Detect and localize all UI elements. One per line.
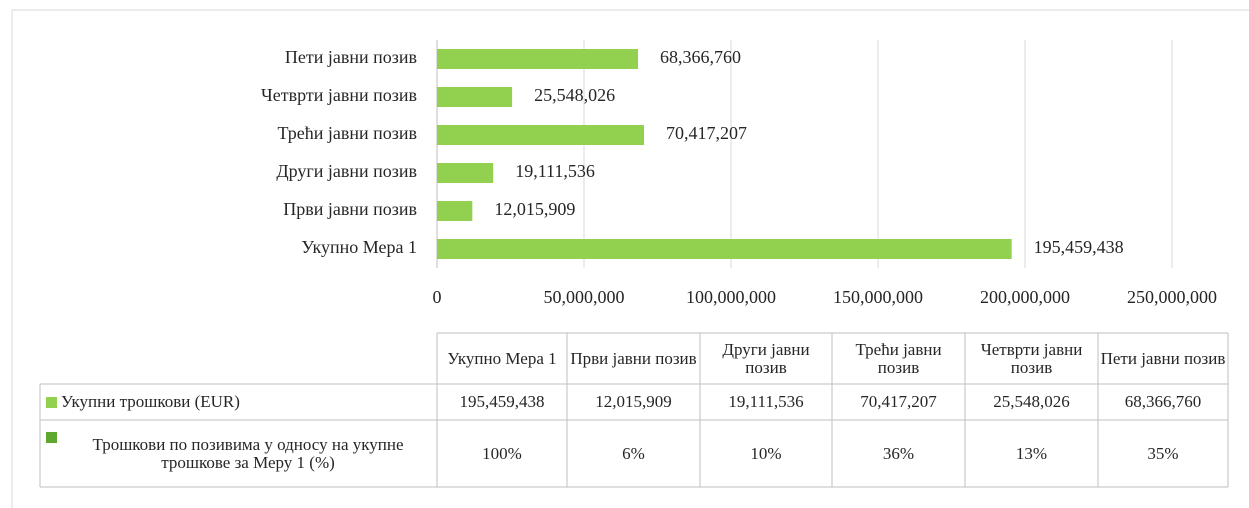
table-value: 68,366,760 <box>1124 392 1202 411</box>
x-tick-label: 50,000,000 <box>544 287 625 307</box>
table-value: 195,459,438 <box>459 392 545 411</box>
legend-key <box>46 396 57 408</box>
table-value: 100% <box>482 443 522 463</box>
y-tick-label: Четврти јавни позив <box>261 85 417 105</box>
table-header: Трећи јавни позив <box>855 339 942 377</box>
y-tick-label: Први јавни позив <box>283 199 417 219</box>
table-row-header: Трошкови по позивима у односу на укупне … <box>40 420 437 487</box>
data-label: 70,417,207 <box>666 123 747 143</box>
x-tick-label: 100,000,000 <box>686 287 776 307</box>
bar <box>437 87 513 107</box>
table-header: Четврти јавни позив <box>980 339 1083 377</box>
table-value: 13% <box>1015 443 1048 463</box>
legend-key <box>46 432 57 443</box>
table-value: 36% <box>882 443 915 463</box>
table-value: 25,548,026 <box>993 392 1070 411</box>
data-label: 19,111,536 <box>515 161 595 181</box>
table-value: 6% <box>622 443 645 463</box>
bar <box>437 49 638 69</box>
table-value: 35% <box>1147 443 1179 463</box>
table-header: Први јавни позив <box>570 348 697 368</box>
table-value: 10% <box>750 443 782 463</box>
y-tick-label: Укупно Мера 1 <box>301 237 417 257</box>
data-label: 12,015,909 <box>494 199 575 219</box>
y-tick-label: Пети јавни позив <box>285 47 417 67</box>
frame <box>11 9 1249 508</box>
legend-label: Трошкови по позивима у односу на укупне … <box>92 434 404 472</box>
table-value: 70,417,207 <box>860 392 937 411</box>
table-value: 19,111,536 <box>728 392 804 411</box>
bar <box>437 125 645 145</box>
table-header: Пети јавни позив <box>1100 348 1226 368</box>
legend-label: Укупни трошкови (EUR) <box>61 392 240 411</box>
x-tick-label: 250,000,000 <box>1127 287 1217 307</box>
table-header: Укупно Мера 1 <box>447 348 557 368</box>
bar <box>437 163 494 183</box>
data-label: 68,366,760 <box>660 47 741 67</box>
x-tick-label: 150,000,000 <box>833 287 923 307</box>
table-header: Други јавни позив <box>722 339 810 377</box>
x-tick-label: 0 <box>433 287 442 307</box>
table-row-header: Укупни трошкови (EUR) <box>40 384 437 420</box>
data-label: 25,548,026 <box>534 85 615 105</box>
table-value: 12,015,909 <box>595 392 672 411</box>
bar <box>437 201 473 221</box>
data-label: 195,459,438 <box>1034 237 1124 257</box>
y-tick-label: Трећи јавни позив <box>277 123 417 143</box>
x-tick-label: 200,000,000 <box>980 287 1070 307</box>
y-tick-label: Други јавни позив <box>276 161 417 181</box>
bar <box>437 239 1012 259</box>
